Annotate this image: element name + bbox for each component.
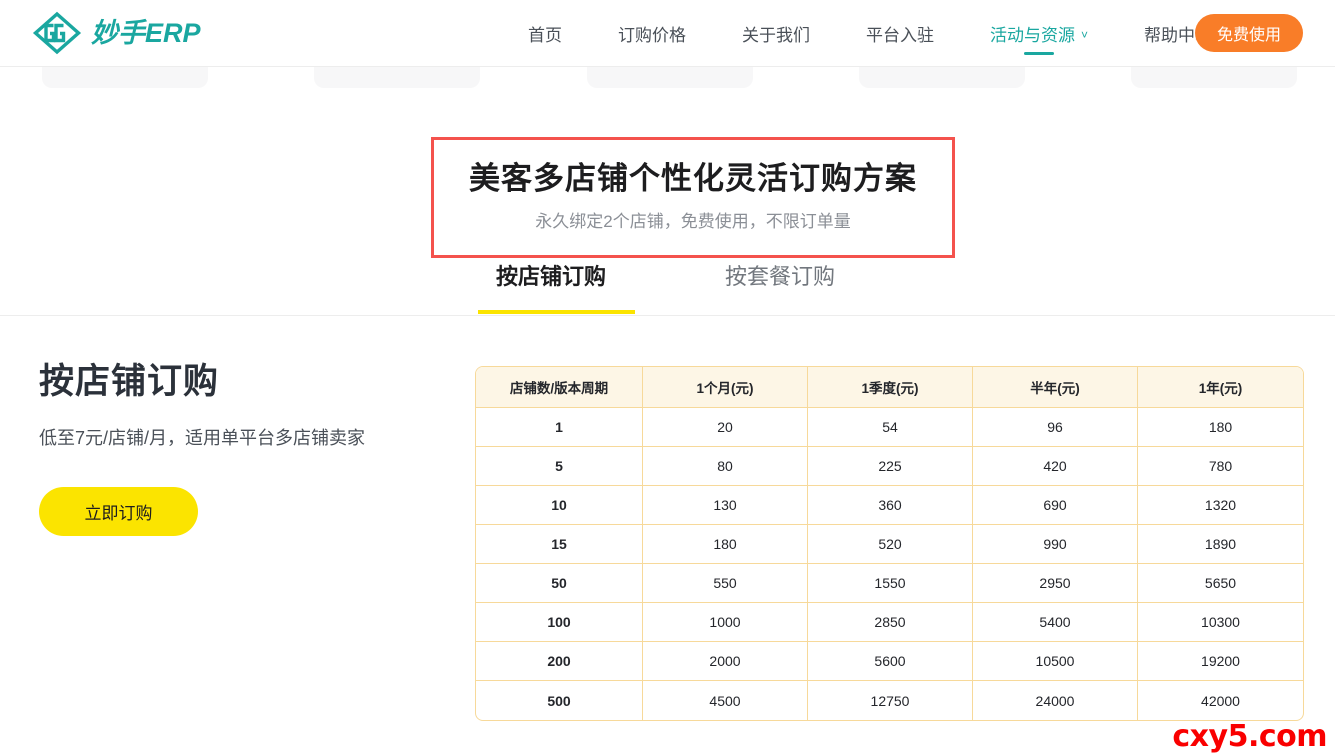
chevron-down-icon: ˅	[1081, 27, 1089, 42]
free-trial-button[interactable]: 免费使用	[1194, 14, 1303, 52]
main-navigation: 首页 订购价格 关于我们 平台入驻 活动与资源 ˅ 帮助中心	[500, 0, 1240, 67]
cell-quarter: 360	[808, 486, 973, 525]
plan-description: 低至7元/店铺/月，适用单平台多店铺卖家	[39, 427, 366, 448]
cell-shops: 200	[476, 642, 643, 681]
cell-month: 20	[643, 408, 808, 447]
tabs-separator	[0, 315, 1335, 316]
nav-item-about-us[interactable]: 关于我们	[714, 0, 838, 67]
cell-half-year: 990	[973, 525, 1138, 564]
page-title: 美客多店铺个性化灵活订购方案	[469, 161, 917, 196]
cell-year: 180	[1138, 408, 1303, 447]
table-row: 100 1000 2850 5400 10300	[476, 603, 1303, 642]
cell-month: 2000	[643, 642, 808, 681]
cell-month: 550	[643, 564, 808, 603]
nav-item-label: 活动与资源	[990, 26, 1075, 45]
table-row: 50 550 1550 2950 5650	[476, 564, 1303, 603]
cell-quarter: 1550	[808, 564, 973, 603]
cell-month: 180	[643, 525, 808, 564]
cell-shops: 100	[476, 603, 643, 642]
cell-half-year: 690	[973, 486, 1138, 525]
diamond-interlock-logo-icon	[32, 11, 82, 55]
cell-shops: 50	[476, 564, 643, 603]
watermark: cxy5.com	[1172, 719, 1327, 754]
nav-item-pricing[interactable]: 订购价格	[590, 0, 714, 67]
cell-month: 130	[643, 486, 808, 525]
cell-half-year: 96	[973, 408, 1138, 447]
column-header-one-quarter: 1季度(元)	[808, 367, 973, 408]
nav-item-label: 平台入驻	[866, 26, 934, 45]
cell-quarter: 54	[808, 408, 973, 447]
cell-shops: 5	[476, 447, 643, 486]
cell-year: 10300	[1138, 603, 1303, 642]
active-tab-indicator	[478, 310, 635, 314]
cell-month: 1000	[643, 603, 808, 642]
nav-item-label: 订购价格	[618, 26, 686, 45]
nav-item-home[interactable]: 首页	[500, 0, 590, 67]
nav-item-platform-onboarding[interactable]: 平台入驻	[838, 0, 962, 67]
page-subtitle: 永久绑定2个店铺，免费使用，不限订单量	[535, 212, 851, 231]
table-row: 10 130 360 690 1320	[476, 486, 1303, 525]
nav-item-label: 首页	[528, 26, 562, 45]
cell-quarter: 5600	[808, 642, 973, 681]
cell-year: 1890	[1138, 525, 1303, 564]
cell-month: 80	[643, 447, 808, 486]
cell-half-year: 10500	[973, 642, 1138, 681]
cell-half-year: 5400	[973, 603, 1138, 642]
plan-summary-panel: 按店铺订购 低至7元/店铺/月，适用单平台多店铺卖家 立即订购	[39, 360, 439, 536]
cell-shops: 1	[476, 408, 643, 447]
nav-item-label: 关于我们	[742, 26, 810, 45]
table-row: 500 4500 12750 24000 42000	[476, 681, 1303, 720]
table-header-row: 店铺数/版本周期 1个月(元) 1季度(元) 半年(元) 1年(元)	[476, 367, 1303, 408]
subscribe-now-button[interactable]: 立即订购	[39, 486, 198, 536]
pricing-table: 店铺数/版本周期 1个月(元) 1季度(元) 半年(元) 1年(元) 1 20 …	[475, 366, 1304, 721]
cell-year: 42000	[1201, 692, 1240, 709]
cell-half-year: 2950	[973, 564, 1138, 603]
nav-item-activities-resources[interactable]: 活动与资源 ˅	[962, 0, 1116, 67]
column-header-one-year: 1年(元)	[1138, 367, 1303, 408]
cell-half-year: 24000	[973, 681, 1138, 720]
cell-quarter: 520	[808, 525, 973, 564]
cell-year: 1320	[1138, 486, 1303, 525]
cell-shops: 500	[476, 681, 643, 720]
cell-shops: 15	[476, 525, 643, 564]
column-header-shops: 店铺数/版本周期	[476, 367, 643, 408]
column-header-one-month: 1个月(元)	[643, 367, 808, 408]
plan-heading: 按店铺订购	[39, 362, 220, 401]
cell-half-year: 420	[973, 447, 1138, 486]
table-row: 5 80 225 420 780	[476, 447, 1303, 486]
subscription-mode-tabs: 按店铺订购 按套餐订购	[0, 258, 1335, 316]
brand-logo[interactable]: 妙手ERP	[32, 9, 201, 57]
cell-year: 5650	[1138, 564, 1303, 603]
cell-year: 780	[1138, 447, 1303, 486]
cell-quarter: 225	[808, 447, 973, 486]
pricing-table-container: 店铺数/版本周期 1个月(元) 1季度(元) 半年(元) 1年(元) 1 20 …	[475, 366, 1304, 721]
cell-shops: 10	[476, 486, 643, 525]
site-header: 妙手ERP 首页 订购价格 关于我们 平台入驻 活动与资源 ˅ 帮助中心 免费	[0, 0, 1335, 67]
tab-by-shop[interactable]: 按店铺订购	[496, 264, 607, 289]
cell-quarter: 2850	[808, 603, 973, 642]
table-row: 15 180 520 990 1890	[476, 525, 1303, 564]
cell-month: 4500	[643, 681, 808, 720]
brand-name: 妙手ERP	[91, 17, 201, 48]
cell-year: 19200	[1138, 642, 1303, 681]
table-row: 200 2000 5600 10500 19200	[476, 642, 1303, 681]
hero-annotation-box: 美客多店铺个性化灵活订购方案 永久绑定2个店铺，免费使用，不限订单量	[431, 137, 955, 258]
column-header-half-year: 半年(元)	[973, 367, 1138, 408]
table-row: 1 20 54 96 180	[476, 408, 1303, 447]
cell-quarter: 12750	[808, 681, 973, 720]
tab-by-package[interactable]: 按套餐订购	[725, 264, 836, 289]
